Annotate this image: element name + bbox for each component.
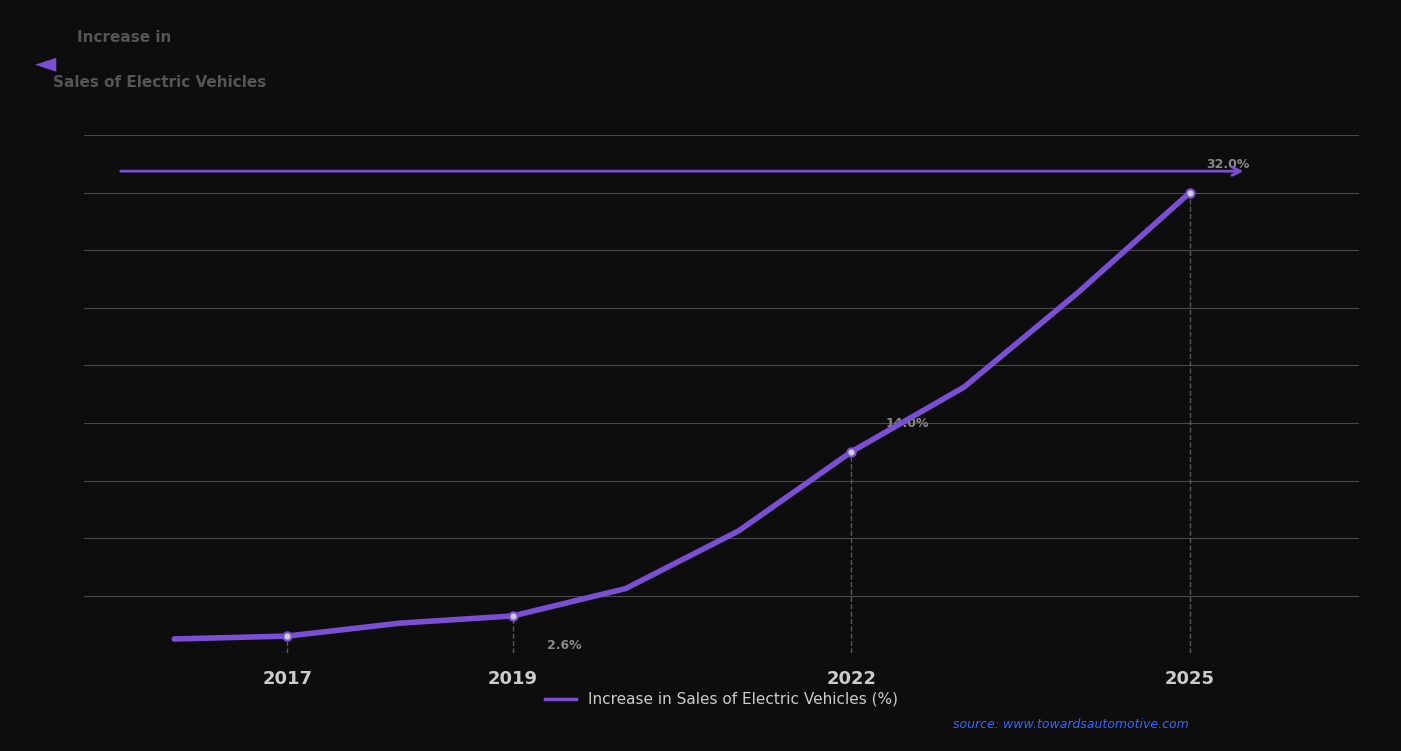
- Text: 2.6%: 2.6%: [546, 639, 581, 652]
- Text: 32.0%: 32.0%: [1206, 158, 1250, 171]
- Text: 14.0%: 14.0%: [885, 418, 929, 430]
- Legend: Increase in Sales of Electric Vehicles (%): Increase in Sales of Electric Vehicles (…: [539, 686, 904, 713]
- Text: source: www.towardsautomotive.com: source: www.towardsautomotive.com: [953, 719, 1188, 731]
- Text: Increase in: Increase in: [77, 30, 171, 45]
- Text: Sales of Electric Vehicles: Sales of Electric Vehicles: [53, 75, 266, 90]
- Text: ◄: ◄: [35, 49, 56, 77]
